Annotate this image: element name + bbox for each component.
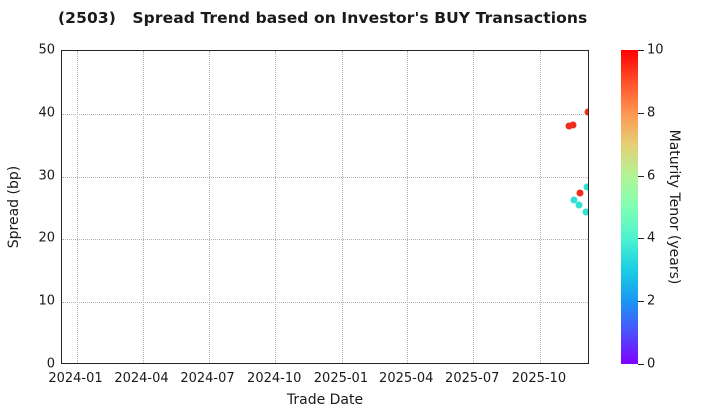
x-tick-label: 2025-01	[313, 371, 369, 386]
y-tick-label: 10	[38, 293, 55, 309]
colorbar-tick	[638, 238, 644, 240]
x-tick-label: 2024-10	[247, 371, 302, 386]
colorbar-tick	[638, 364, 644, 365]
colorbar-tick-label: 4	[647, 230, 656, 246]
x-gridline	[407, 51, 409, 363]
y-gridline	[62, 239, 588, 241]
x-gridline	[341, 51, 343, 363]
data-point	[584, 108, 588, 116]
x-tick-label: 2024-01	[48, 371, 103, 386]
colorbar-tick-label: 10	[647, 42, 664, 58]
x-tick-label: 2024-04	[114, 371, 169, 386]
plot-area	[61, 50, 589, 364]
colorbar-tick-label: 8	[647, 105, 656, 121]
y-gridline	[62, 176, 588, 178]
y-tick-label: 50	[38, 42, 55, 58]
data-point	[583, 183, 588, 191]
colorbar-tick	[638, 301, 644, 303]
data-point	[576, 189, 584, 197]
colorbar-tick-label: 0	[647, 356, 656, 372]
y-tick-label: 30	[38, 168, 55, 184]
y-tick-label: 40	[38, 105, 55, 121]
data-point	[570, 196, 578, 204]
colorbar-tick	[638, 112, 644, 114]
x-tick-label: 2024-07	[180, 371, 235, 386]
colorbar-tick	[638, 50, 644, 51]
data-point	[582, 208, 588, 216]
colorbar-gradient	[621, 50, 638, 364]
x-tick-label: 2025-07	[445, 371, 500, 386]
colorbar-tick-label: 2	[647, 293, 656, 309]
data-point	[565, 122, 573, 130]
x-tick-label: 2025-10	[511, 371, 567, 386]
data-point	[569, 121, 577, 129]
colorbar-tick	[638, 175, 644, 177]
x-gridline	[275, 51, 277, 363]
x-gridline	[142, 51, 144, 363]
data-point	[575, 201, 583, 209]
colorbar-label: Maturity Tenor (years)	[666, 129, 682, 285]
y-tick-label: 20	[38, 230, 55, 246]
x-gridline	[76, 51, 78, 363]
x-gridline	[208, 51, 210, 363]
chart-title: (2503) Spread Trend based on Investor's …	[58, 9, 588, 27]
x-tick-label: 2025-04	[379, 371, 434, 386]
x-axis-label: Trade Date	[286, 392, 364, 408]
y-gridline	[62, 302, 588, 304]
colorbar-tick-label: 6	[647, 168, 656, 184]
y-gridline	[62, 113, 588, 115]
x-gridline	[539, 51, 541, 363]
y-tick-label: 0	[46, 356, 55, 372]
x-gridline	[473, 51, 475, 363]
